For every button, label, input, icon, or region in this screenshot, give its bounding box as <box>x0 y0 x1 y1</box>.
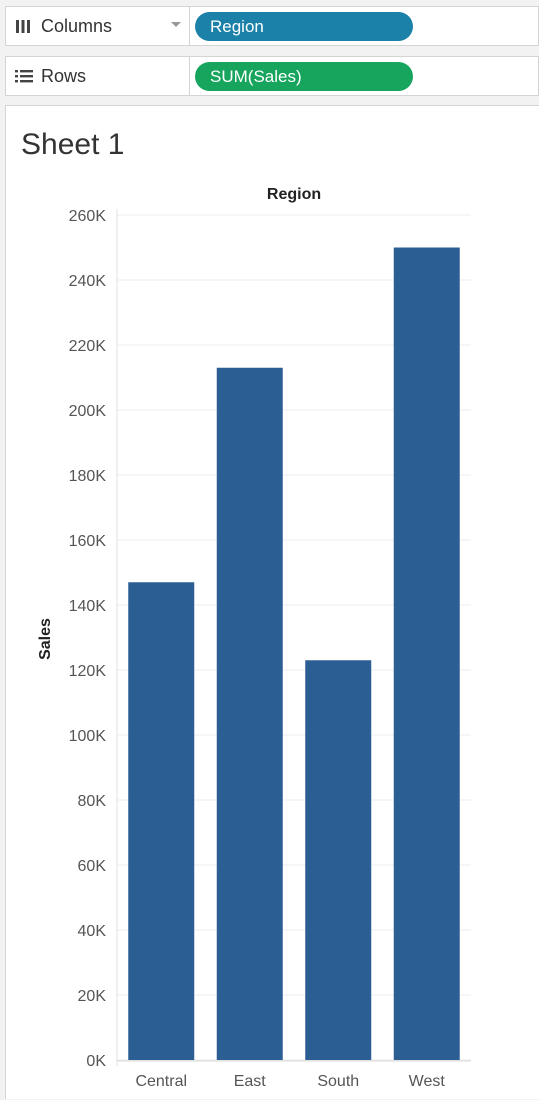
y-tick-label: 220K <box>69 338 107 355</box>
y-tick-label: 60K <box>78 858 107 875</box>
y-tick-label: 260K <box>69 208 107 225</box>
bar-south[interactable] <box>305 660 372 1060</box>
x-tick-label: East <box>234 1073 267 1090</box>
columns-shelf[interactable]: Columns Region <box>5 6 539 46</box>
sum-sales-pill[interactable]: SUM(Sales) <box>195 62 413 91</box>
y-tick-label: 160K <box>69 533 107 550</box>
bar-chart: 0K 20K 40K 60K 80K 100K 120K 140K 160K 180K 200K 22… <box>37 186 471 1090</box>
y-tick-label: 20K <box>78 988 107 1005</box>
sheet-panel: Sheet 1 0K 20K 40K 60K 80K 100K 120K 140K 160K 18… <box>5 105 539 1099</box>
y-tick-label: 200K <box>69 403 107 420</box>
y-axis-title: Sales <box>37 618 54 660</box>
rows-shelf-label: Rows <box>6 57 190 95</box>
bar-central[interactable] <box>128 582 195 1060</box>
y-tick-label: 120K <box>69 663 107 680</box>
x-tick-label: South <box>317 1073 359 1090</box>
bar-east[interactable] <box>216 367 283 1060</box>
y-tick-label: 40K <box>78 923 107 940</box>
rows-label: Rows <box>41 65 87 86</box>
columns-shelf-label: Columns <box>6 7 190 45</box>
rows-shelf[interactable]: Rows SUM(Sales) <box>5 56 539 96</box>
y-tick-label: 80K <box>78 793 107 810</box>
column-header-title: Region <box>267 186 321 203</box>
y-tick-label: 100K <box>69 728 107 745</box>
sheet-title: Sheet 1 <box>21 128 125 161</box>
rows-icon <box>15 68 37 84</box>
region-pill[interactable]: Region <box>195 12 413 41</box>
y-tick-label: 140K <box>69 598 107 615</box>
y-tick-label: 240K <box>69 273 107 290</box>
chevron-down-icon[interactable] <box>171 22 181 27</box>
columns-icon <box>15 18 37 34</box>
x-tick-label: Central <box>135 1073 187 1090</box>
top-strip <box>0 0 539 6</box>
bar-west[interactable] <box>393 247 460 1061</box>
columns-label: Columns <box>41 15 113 36</box>
x-tick-label: West <box>409 1073 446 1090</box>
y-tick-label: 180K <box>69 468 107 485</box>
y-tick-label: 0K <box>86 1053 106 1070</box>
